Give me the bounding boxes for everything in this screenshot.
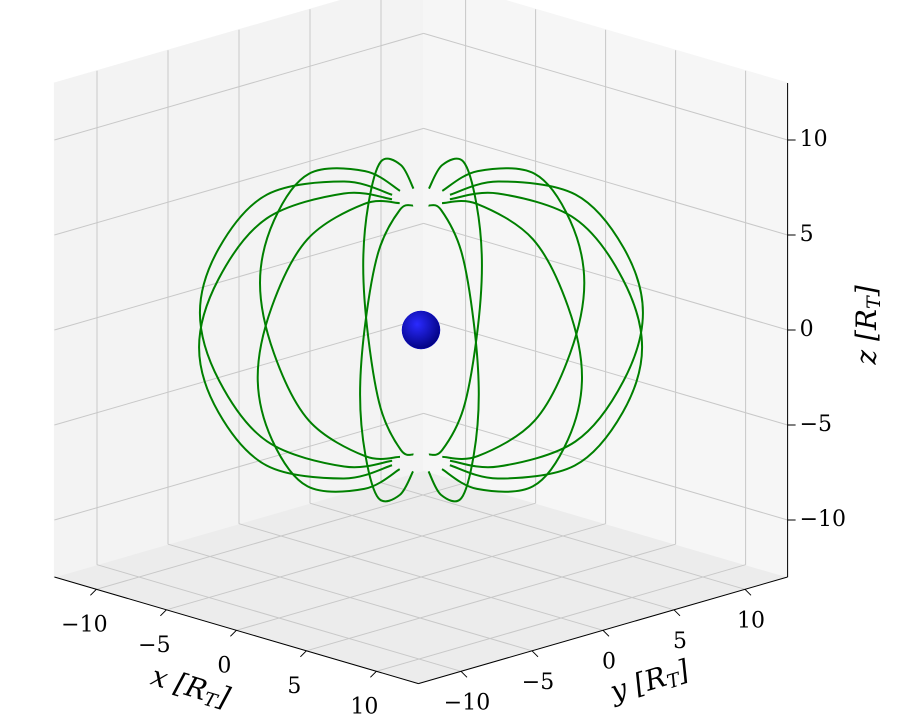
axis-label-part: z [R [850, 309, 883, 366]
field-line [256, 200, 401, 493]
grid-line [96, 564, 462, 672]
y-tick-label: −5 [522, 670, 554, 695]
tick-mark [744, 588, 752, 596]
grid-line [238, 523, 604, 631]
x-tick-label: 0 [217, 653, 231, 678]
x-tick-label: −5 [138, 633, 170, 658]
tick-mark [673, 609, 681, 617]
y-tick-label: 0 [602, 649, 616, 674]
field-line [441, 167, 586, 460]
grid-line [54, 317, 424, 426]
y-tick-label: 5 [673, 629, 687, 654]
field-line [198, 191, 393, 480]
z-tick-label: 0 [800, 317, 814, 342]
grid-line [54, 222, 424, 331]
tick-mark [370, 670, 377, 678]
field-line [258, 167, 401, 460]
x-tick-label: −10 [61, 612, 107, 637]
field-line [428, 157, 483, 456]
axis-label-part: x [R [147, 659, 211, 707]
axis-label: z [RT] [850, 285, 886, 365]
grid-line [423, 222, 788, 331]
tick-mark [230, 629, 237, 637]
y-tick-label: 10 [737, 608, 765, 633]
grid-line [423, 127, 788, 236]
tick-mark [531, 650, 539, 658]
tick-mark [300, 650, 307, 658]
x-tick-label: 5 [287, 674, 301, 699]
grid-line [54, 127, 424, 236]
field-line [198, 180, 393, 469]
grid-line [167, 543, 533, 652]
z-tick-label: −10 [800, 507, 846, 532]
tick-mark [90, 588, 97, 596]
tick-mark [160, 609, 167, 617]
grid-line [423, 32, 788, 141]
x-tick-label: 10 [350, 694, 378, 719]
field-line [449, 191, 644, 480]
axis-label-part: ] [850, 285, 883, 297]
axis-line [54, 576, 419, 685]
planet [401, 310, 441, 350]
z-tick-label: 10 [800, 127, 828, 152]
field-line [427, 204, 480, 503]
field-line [359, 204, 414, 503]
y-tick-label: −10 [444, 690, 490, 715]
axis-line [418, 576, 788, 685]
field-line [441, 200, 584, 493]
tick-mark [460, 670, 468, 678]
axis-label: y [RT] [604, 653, 693, 711]
tick-mark [602, 629, 610, 637]
grid-line [54, 32, 424, 141]
axis-label-part: T [863, 295, 885, 309]
field-line [362, 157, 415, 456]
grid-line [380, 482, 746, 590]
grid-line [423, 317, 788, 426]
z-tick-label: 5 [800, 222, 814, 247]
field-line [449, 180, 644, 469]
grid-line [309, 502, 675, 611]
grid-line [423, 412, 788, 521]
z-tick-label: −5 [800, 412, 832, 437]
